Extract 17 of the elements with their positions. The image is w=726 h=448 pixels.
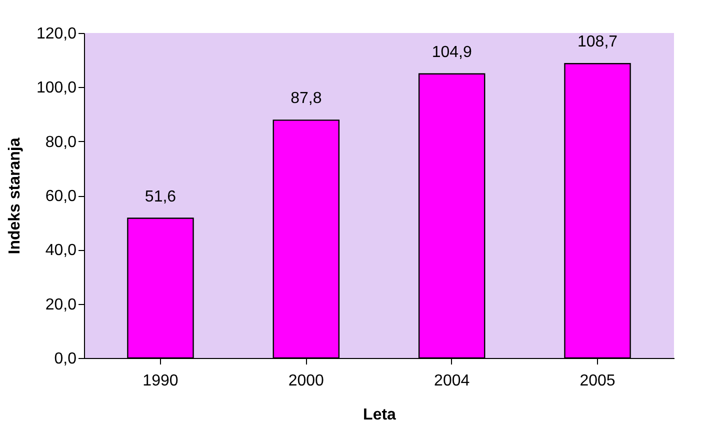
x-axis-title: Leta — [363, 406, 396, 424]
y-axis-title: Indeks staranja — [6, 138, 24, 254]
x-tick-label: 1990 — [142, 372, 178, 390]
y-tick-label: 120,0 — [36, 26, 77, 42]
data-label: 104,9 — [432, 44, 472, 61]
y-tick-label: 80,0 — [45, 134, 77, 151]
y-tick-label: 40,0 — [45, 242, 77, 260]
data-label: 87,8 — [290, 90, 322, 108]
x-tick-label: 2004 — [434, 372, 470, 390]
data-label: 51,6 — [144, 188, 176, 206]
data-label: 108,7 — [577, 34, 618, 51]
y-tick-label: 100,0 — [36, 80, 77, 97]
x-tick-label: 2005 — [580, 372, 616, 390]
x-tick-label: 2000 — [288, 372, 324, 390]
y-tick-label: 0,0 — [54, 350, 77, 368]
y-tick-label: 60,0 — [45, 188, 77, 205]
y-tick-label: 20,0 — [45, 296, 77, 314]
